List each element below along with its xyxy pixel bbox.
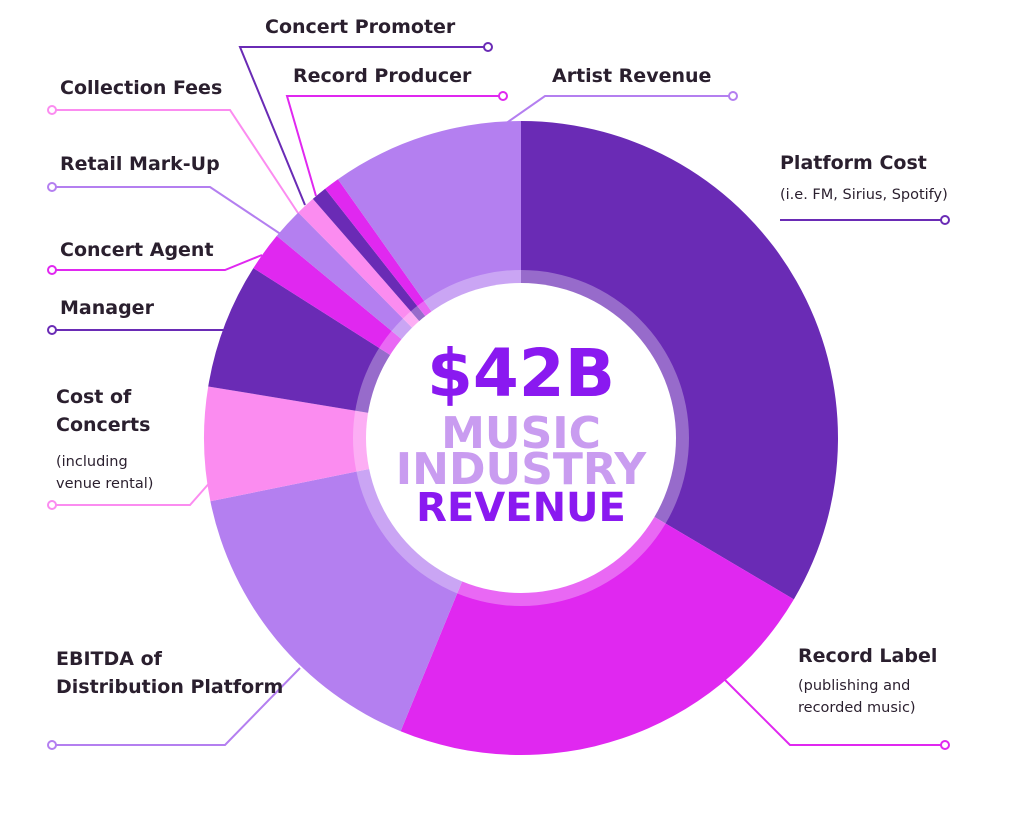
leader-platform-cost bbox=[780, 215, 950, 225]
leader-record-producer bbox=[285, 91, 508, 197]
note-record-label: (publishing and recorded music) bbox=[798, 678, 916, 716]
slice-artist-revenue bbox=[337, 121, 521, 316]
slice-retail-mark-up bbox=[276, 212, 416, 343]
label-cost-of-concerts: Cost of Concerts bbox=[56, 386, 150, 436]
leader-concert-promoter bbox=[238, 42, 493, 206]
label-manager: Manager bbox=[60, 297, 155, 319]
slice-collection-fees bbox=[298, 198, 423, 332]
label-record-producer: Record Producer bbox=[293, 65, 472, 87]
leader-artist-revenue bbox=[504, 91, 738, 125]
slice-cost-of-concerts bbox=[204, 386, 375, 502]
slice-concert-agent bbox=[253, 235, 406, 358]
leader-manager bbox=[47, 325, 225, 335]
slice-record-label bbox=[400, 514, 794, 755]
note-cost-of-concerts: (including venue rental) bbox=[56, 454, 153, 492]
label-platform-cost: Platform Cost bbox=[780, 152, 927, 174]
leader-ebitda bbox=[47, 667, 301, 750]
slice-platform-cost bbox=[521, 121, 839, 600]
label-ebitda: EBITDA of Distribution Platform bbox=[56, 648, 283, 698]
donut-hole bbox=[366, 283, 676, 593]
label-concert-agent: Concert Agent bbox=[60, 239, 214, 261]
label-record-label: Record Label bbox=[798, 645, 937, 667]
note-platform-cost: (i.e. FM, Sirius, Spotify) bbox=[780, 187, 948, 203]
label-concert-promoter: Concert Promoter bbox=[265, 16, 456, 38]
center-line-3: REVENUE bbox=[416, 485, 626, 531]
center-line-2: INDUSTRY bbox=[396, 444, 648, 495]
leader-cost-of-concerts bbox=[47, 479, 213, 510]
label-retail-markup: Retail Mark-Up bbox=[60, 153, 220, 175]
label-artist-revenue: Artist Revenue bbox=[552, 65, 711, 87]
leader-record-label bbox=[724, 679, 950, 750]
slice-concert-promoter bbox=[312, 188, 429, 325]
leader-collection-fees bbox=[47, 105, 299, 214]
slice-record-producer bbox=[325, 179, 435, 321]
center-line-1: MUSIC bbox=[441, 408, 601, 459]
center-amount: $42B bbox=[427, 335, 615, 412]
label-collection-fees: Collection Fees bbox=[60, 77, 222, 99]
leader-retail-markup bbox=[47, 182, 283, 236]
slice-manager bbox=[208, 268, 395, 414]
leader-concert-agent bbox=[47, 254, 263, 275]
